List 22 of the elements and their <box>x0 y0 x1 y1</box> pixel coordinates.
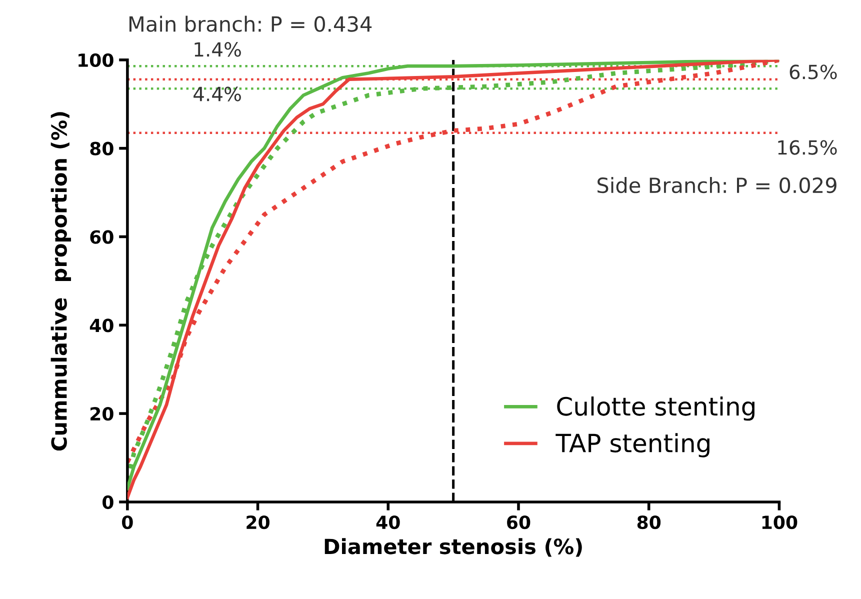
text: 6.5% <box>790 64 837 80</box>
x-tick-label: 0 <box>122 515 133 530</box>
x-tick-label: 40 <box>376 515 400 530</box>
x-tick-label: 100 <box>762 515 798 530</box>
y-tick-label: 0 <box>102 495 114 510</box>
annotation: 4.4% <box>194 86 241 102</box>
x-axis-title: Diameter stenosis (%) <box>324 538 582 557</box>
y-tick-label: 100 <box>78 53 114 68</box>
y-tick-label: 20 <box>90 407 114 421</box>
x-tick-label: 20 <box>246 515 270 530</box>
y-tick-label: 80 <box>90 142 114 156</box>
text: Main branch: P = 0.434 <box>129 16 372 32</box>
legend-label: Culotte stenting <box>557 396 754 421</box>
annotation: 16.5% <box>778 140 837 155</box>
legend-label: TAP stenting <box>556 433 710 458</box>
y-axis-title: Cummulative proportion (%) <box>50 112 71 451</box>
y-tick-label: 40 <box>90 318 114 332</box>
y-tick-label: 60 <box>90 230 114 244</box>
text: 1.4% <box>194 42 241 57</box>
annotation: Side Branch: P = 0.029 <box>598 177 836 194</box>
x-tick-label: 60 <box>507 515 530 530</box>
x-tick-label: 80 <box>637 515 661 530</box>
